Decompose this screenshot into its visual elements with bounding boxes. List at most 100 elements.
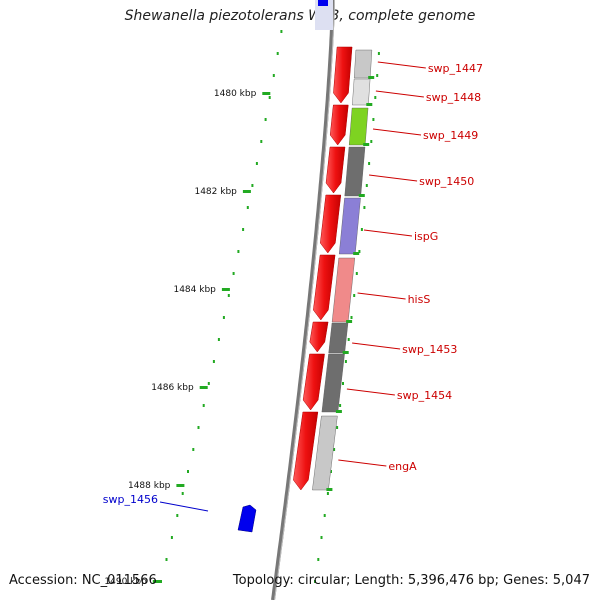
map-title: Shewanella piezotolerans WP3, complete g… (124, 8, 476, 24)
accession-text: Accession: NC_011566 (9, 573, 157, 588)
box-end-marker (342, 351, 349, 354)
forward-gene-arrow (329, 104, 349, 146)
guide-dot (314, 580, 316, 583)
guide-dot (320, 536, 323, 539)
gene-box-swp_1449 (348, 107, 369, 146)
gene-box-swp_1448 (352, 78, 371, 106)
guide-dot (251, 184, 254, 187)
box-end-marker (366, 103, 373, 106)
tick-layer: 1480 kbp 1482 kbp 1484 kbp 1486 kbp 1488 kbp… (104, 89, 271, 587)
guide-dot (317, 558, 320, 561)
gene-label-layer: swp_1447 swp_1448 swp_1449 swp_1450 ispG hisS… (103, 61, 483, 512)
guide-dot (160, 580, 162, 583)
guide-dot (330, 470, 332, 473)
guide-dot (217, 338, 220, 341)
box-end-marker (353, 252, 360, 255)
guide-dot (353, 294, 356, 297)
box-end-marker (326, 488, 333, 491)
guide-dot (276, 52, 279, 55)
guide-dot (246, 206, 249, 209)
gene-box-engA (312, 415, 338, 491)
forward-gene-arrow (313, 254, 336, 321)
box-end-marker (335, 410, 342, 413)
top-stub-blue (318, 0, 328, 6)
backbone-line (271, 0, 335, 600)
guide-dot (374, 96, 377, 99)
gene-label: ispG (414, 230, 438, 243)
reverse-label-connector (159, 501, 209, 512)
guide-dot (197, 426, 200, 429)
gene-label: swp_1453 (402, 343, 457, 356)
gene-box-swp_1454 (321, 353, 345, 413)
gene-box-hisS (331, 257, 356, 323)
guide-dot (181, 492, 184, 495)
guide-dot (212, 360, 215, 363)
dotted-guide-layer (160, 30, 380, 583)
top-stub (315, 0, 333, 30)
guide-dot (339, 404, 342, 407)
tick-label: 1488 kbp (128, 481, 171, 491)
box-end-marker (363, 143, 370, 146)
guide-dot (255, 162, 258, 165)
tick-label: 1490 kbp (104, 577, 147, 587)
guide-dot (222, 316, 225, 319)
guide-dot (202, 404, 205, 407)
guide-dot (370, 140, 373, 143)
label-connector (369, 174, 418, 182)
gene-label: engA (388, 460, 417, 473)
forward-gene-arrow (320, 194, 342, 254)
gene-layer (237, 46, 375, 533)
guide-dot (336, 426, 339, 429)
gene-label: hisS (408, 293, 431, 306)
tick-label: 1486 kbp (151, 383, 194, 393)
label-connector (346, 388, 395, 396)
guide-dot (368, 162, 371, 165)
gene-label: swp_1447 (428, 62, 483, 75)
guide-dot (342, 382, 344, 385)
forward-gene-arrow (302, 353, 325, 411)
gene-label: swp_1450 (419, 175, 474, 188)
guide-dot (350, 316, 353, 319)
guide-dot (187, 470, 189, 473)
guide-dot (227, 294, 230, 297)
guide-dot (170, 536, 173, 539)
gene-box-swp_1450 (344, 146, 366, 197)
tick-label: 1480 kbp (214, 89, 257, 99)
guide-dot (363, 206, 366, 209)
tick-label: 1482 kbp (194, 187, 237, 197)
tick-mark (176, 484, 185, 487)
label-connector (377, 61, 426, 69)
topology-text: Topology: circular; Length: 5,396,476 bp… (232, 573, 590, 588)
guide-dot (333, 448, 336, 451)
label-connector (352, 342, 401, 350)
gene-label: swp_1449 (423, 129, 478, 142)
guide-dot (268, 96, 271, 99)
tick-label: 1484 kbp (173, 285, 216, 295)
reverse-gene-label: swp_1456 (103, 493, 158, 506)
guide-dot (242, 228, 245, 231)
guide-dot (237, 250, 240, 253)
box-end-marker (368, 76, 375, 79)
gene-label: swp_1448 (426, 91, 481, 104)
gene-box-ispG (338, 197, 361, 255)
guide-dot (376, 74, 379, 77)
box-end-marker (346, 320, 353, 323)
label-connector (338, 459, 387, 467)
label-connector (357, 292, 406, 300)
guide-dot (207, 382, 210, 385)
guide-dot (347, 338, 350, 341)
tick-mark (242, 190, 251, 193)
gene-box-swp_1453 (328, 322, 349, 354)
guide-dot (165, 558, 168, 561)
guide-dot (264, 118, 267, 121)
guide-dot (360, 228, 363, 231)
label-connector (363, 229, 413, 237)
guide-dot (272, 74, 275, 77)
guide-dot (192, 448, 195, 451)
forward-gene-arrow (309, 321, 329, 353)
label-connector (372, 128, 422, 136)
tick-mark (262, 92, 271, 95)
guide-dot (372, 118, 375, 121)
